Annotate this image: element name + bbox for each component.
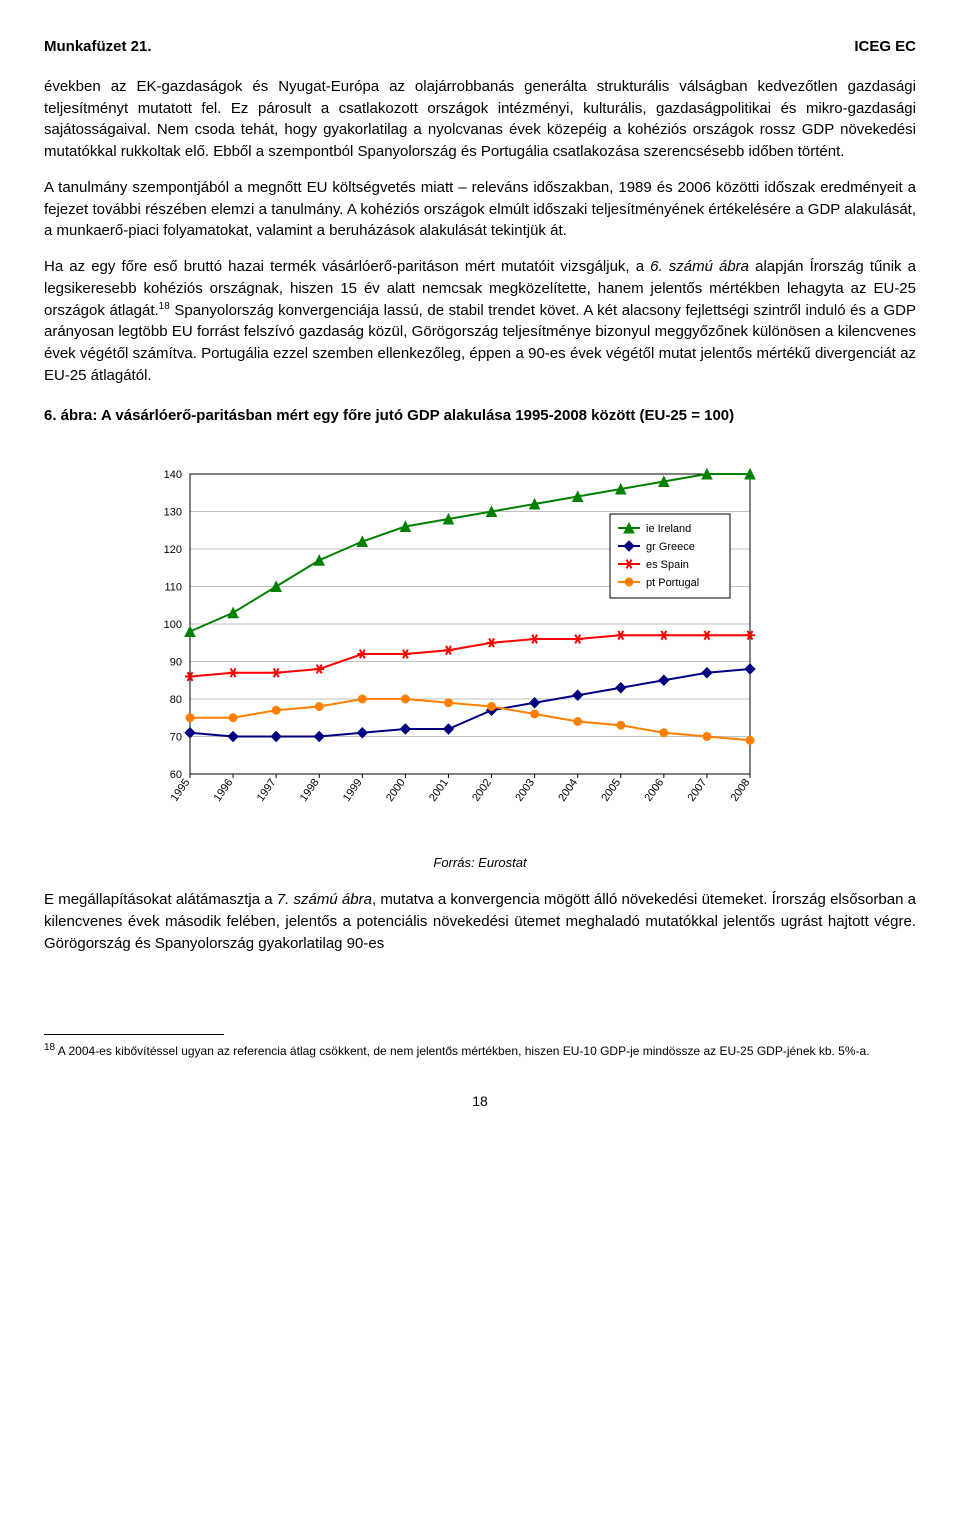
svg-text:2002: 2002 (470, 777, 494, 804)
svg-text:90: 90 (170, 657, 182, 669)
svg-text:130: 130 (164, 507, 182, 519)
svg-text:2004: 2004 (556, 777, 580, 804)
p3-figure-ref: 6. számú ábra (650, 258, 749, 275)
svg-text:1999: 1999 (341, 777, 365, 804)
chart-container: 6070809010011012013014019951996199719981… (44, 454, 916, 834)
p4-part-a: E megállapításokat alátámasztja a (44, 891, 277, 908)
svg-text:2001: 2001 (427, 777, 451, 804)
svg-text:2003: 2003 (513, 777, 537, 804)
chart-source: Forrás: Eurostat (44, 854, 916, 873)
svg-text:pt Portugal: pt Portugal (646, 577, 699, 589)
chart-title: 6. ábra: A vásárlóerő-paritásban mért eg… (44, 405, 916, 427)
svg-text:120: 120 (164, 544, 182, 556)
svg-text:2007: 2007 (686, 777, 710, 804)
footnote-separator (44, 1034, 224, 1035)
svg-text:2008: 2008 (729, 777, 753, 804)
svg-text:gr Greece: gr Greece (646, 541, 695, 553)
header-right: ICEG EC (854, 36, 916, 58)
paragraph-4: E megállapításokat alátámasztja a 7. szá… (44, 889, 916, 954)
svg-text:2000: 2000 (384, 777, 408, 804)
footnote-text: A 2004-es kibővítéssel ugyan az referenc… (55, 1044, 869, 1058)
p4-figure-ref: 7. számú ábra (277, 891, 372, 908)
footnote-18: 18 A 2004-es kibővítéssel ugyan az refer… (44, 1041, 916, 1060)
svg-text:1998: 1998 (298, 777, 322, 804)
p3-part-c: Spanyolország konvergenciája lassú, de s… (44, 302, 916, 384)
svg-text:70: 70 (170, 732, 182, 744)
svg-text:2005: 2005 (599, 777, 623, 804)
svg-text:110: 110 (164, 582, 182, 594)
svg-text:140: 140 (164, 469, 182, 481)
p3-part-a: Ha az egy főre eső bruttó hazai termék v… (44, 258, 650, 275)
paragraph-2: A tanulmány szempontjából a megnőtt EU k… (44, 177, 916, 242)
svg-text:ie Ireland: ie Ireland (646, 523, 691, 535)
svg-text:100: 100 (164, 619, 182, 631)
footnote-ref-18: 18 (159, 301, 170, 312)
gdp-line-chart: 6070809010011012013014019951996199719981… (130, 454, 830, 834)
header-left: Munkafüzet 21. (44, 36, 152, 58)
svg-text:2006: 2006 (642, 777, 666, 804)
paragraph-1: években az EK-gazdaságok és Nyugat-Európ… (44, 76, 916, 163)
svg-text:es Spain: es Spain (646, 559, 689, 571)
svg-text:1996: 1996 (212, 777, 236, 804)
footnote-number: 18 (44, 1042, 55, 1053)
paragraph-3: Ha az egy főre eső bruttó hazai termék v… (44, 256, 916, 387)
svg-text:1997: 1997 (255, 777, 279, 804)
svg-text:80: 80 (170, 694, 182, 706)
page-number: 18 (44, 1091, 916, 1111)
